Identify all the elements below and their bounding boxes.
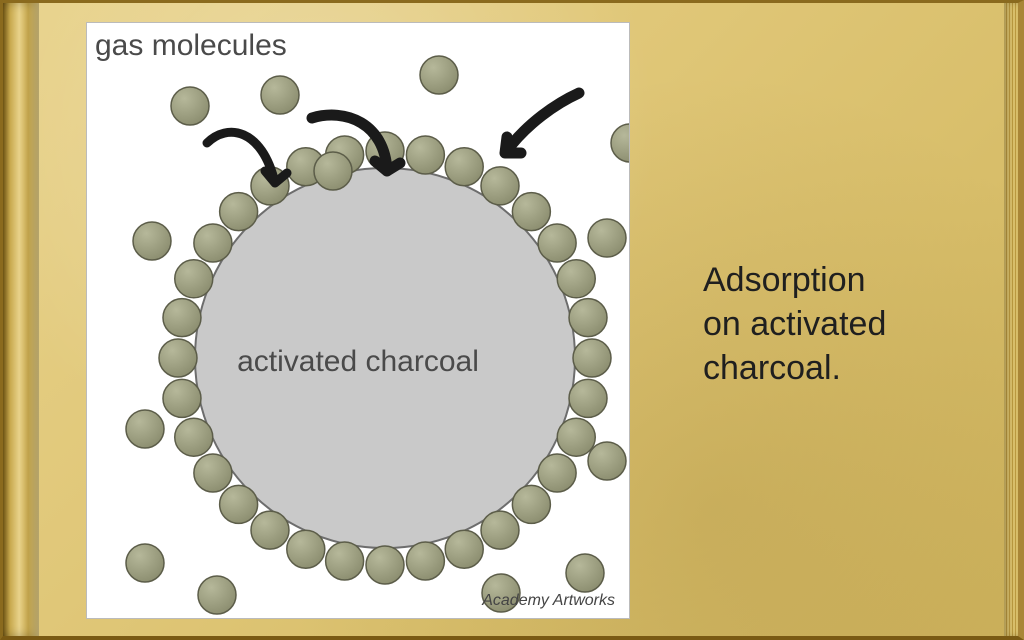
- activated-charcoal-label: activated charcoal: [87, 345, 629, 379]
- caption-line: charcoal.: [703, 346, 983, 390]
- slide-page: gas molecules activated charcoal Academy…: [0, 0, 1024, 640]
- image-credit: Academy Artworks: [482, 592, 615, 610]
- caption-line: Adsorption: [703, 258, 983, 302]
- adsorption-diagram: [87, 23, 629, 618]
- gas-molecules-label: gas molecules: [95, 29, 287, 63]
- diagram-panel: gas molecules activated charcoal Academy…: [87, 23, 629, 618]
- slide-caption: Adsorption on activated charcoal.: [703, 258, 983, 390]
- caption-line: on activated: [703, 302, 983, 346]
